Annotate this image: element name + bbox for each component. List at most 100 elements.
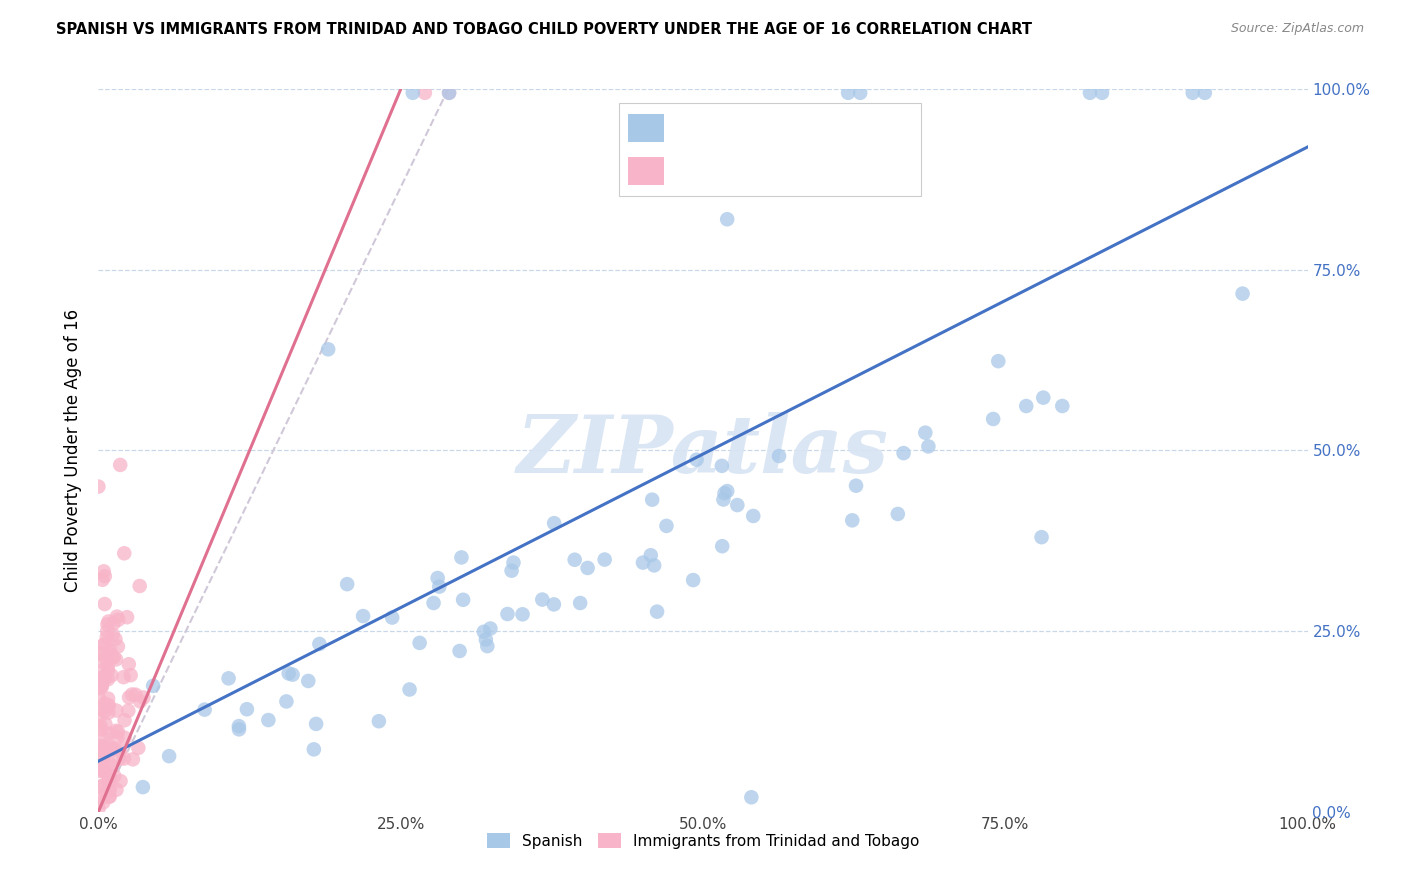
Point xyxy=(398,682,420,697)
Point xyxy=(93,638,115,652)
Point xyxy=(981,412,1004,426)
Bar xyxy=(627,157,664,185)
Point xyxy=(437,86,460,100)
Point xyxy=(103,769,125,783)
Point xyxy=(302,742,325,756)
Point xyxy=(103,650,125,665)
Text: SPANISH VS IMMIGRANTS FROM TRINIDAD AND TOBAGO CHILD POVERTY UNDER THE AGE OF 16: SPANISH VS IMMIGRANTS FROM TRINIDAD AND … xyxy=(56,22,1032,37)
Point xyxy=(837,86,859,100)
Point xyxy=(97,691,120,706)
Point xyxy=(98,698,121,713)
Point xyxy=(93,672,115,686)
Point xyxy=(631,556,654,570)
Point xyxy=(104,723,127,738)
Point xyxy=(91,672,114,686)
Point xyxy=(496,607,519,621)
Point xyxy=(277,666,299,681)
Point xyxy=(987,354,1010,368)
FancyBboxPatch shape xyxy=(619,103,921,196)
Point xyxy=(103,616,125,631)
Point xyxy=(893,446,915,460)
Point xyxy=(91,573,114,587)
Point xyxy=(97,776,120,790)
Bar xyxy=(627,114,664,142)
Point xyxy=(93,565,115,579)
Point xyxy=(97,706,120,720)
Point xyxy=(725,498,748,512)
Point xyxy=(218,671,240,685)
Point xyxy=(94,786,117,800)
Point xyxy=(740,790,762,805)
Point xyxy=(87,480,110,494)
Point xyxy=(640,548,662,562)
Y-axis label: Child Poverty Under the Age of 16: Child Poverty Under the Age of 16 xyxy=(65,309,83,592)
Point xyxy=(105,652,128,666)
Point xyxy=(121,688,143,702)
Point xyxy=(104,632,127,646)
Point xyxy=(157,749,180,764)
Point xyxy=(845,479,868,493)
Point xyxy=(450,550,472,565)
Point xyxy=(1052,399,1074,413)
Point xyxy=(104,741,127,756)
Point xyxy=(90,702,112,716)
Point xyxy=(90,762,112,776)
Point xyxy=(297,673,319,688)
Point xyxy=(276,694,298,708)
Legend: Spanish, Immigrants from Trinidad and Tobago: Spanish, Immigrants from Trinidad and To… xyxy=(481,827,925,855)
Point xyxy=(120,668,142,682)
Point xyxy=(228,723,250,737)
Point xyxy=(98,647,121,661)
Point xyxy=(91,779,114,793)
Point xyxy=(90,750,112,764)
Point xyxy=(122,752,145,766)
Point xyxy=(1091,86,1114,100)
Point xyxy=(94,717,117,731)
Point xyxy=(117,704,139,718)
Point xyxy=(710,458,733,473)
Text: ZIPatlas: ZIPatlas xyxy=(517,412,889,489)
Point xyxy=(89,792,111,806)
Point xyxy=(128,579,150,593)
Text: N = 109: N = 109 xyxy=(800,162,880,180)
Point xyxy=(849,86,872,100)
Point xyxy=(477,639,499,653)
Point xyxy=(451,592,474,607)
Point xyxy=(449,644,471,658)
Point xyxy=(132,690,155,705)
Point xyxy=(316,343,339,357)
Text: N =  71: N = 71 xyxy=(800,119,873,136)
Point xyxy=(89,671,111,685)
Point xyxy=(91,795,114,809)
Point xyxy=(114,713,136,727)
Point xyxy=(96,624,118,639)
Point xyxy=(543,598,565,612)
Text: R = 0.636: R = 0.636 xyxy=(673,119,770,136)
Point xyxy=(89,764,111,778)
Point xyxy=(118,690,141,705)
Text: Source: ZipAtlas.com: Source: ZipAtlas.com xyxy=(1230,22,1364,36)
Point xyxy=(655,519,678,533)
Point xyxy=(100,757,122,772)
Point xyxy=(531,592,554,607)
Point xyxy=(101,742,124,756)
Point xyxy=(1031,530,1053,544)
Point xyxy=(94,669,117,683)
Point xyxy=(87,742,110,756)
Point xyxy=(917,439,939,453)
Point xyxy=(281,667,304,681)
Point xyxy=(93,705,115,719)
Point xyxy=(576,561,599,575)
Point xyxy=(98,727,121,741)
Point xyxy=(381,610,404,624)
Point xyxy=(93,739,115,754)
Point xyxy=(97,783,120,797)
Point xyxy=(107,724,129,739)
Point xyxy=(711,539,734,553)
Point xyxy=(228,719,250,733)
Point xyxy=(91,752,114,766)
Point xyxy=(713,486,735,500)
Point xyxy=(97,789,120,804)
Point xyxy=(1015,399,1038,413)
Point xyxy=(716,212,738,227)
